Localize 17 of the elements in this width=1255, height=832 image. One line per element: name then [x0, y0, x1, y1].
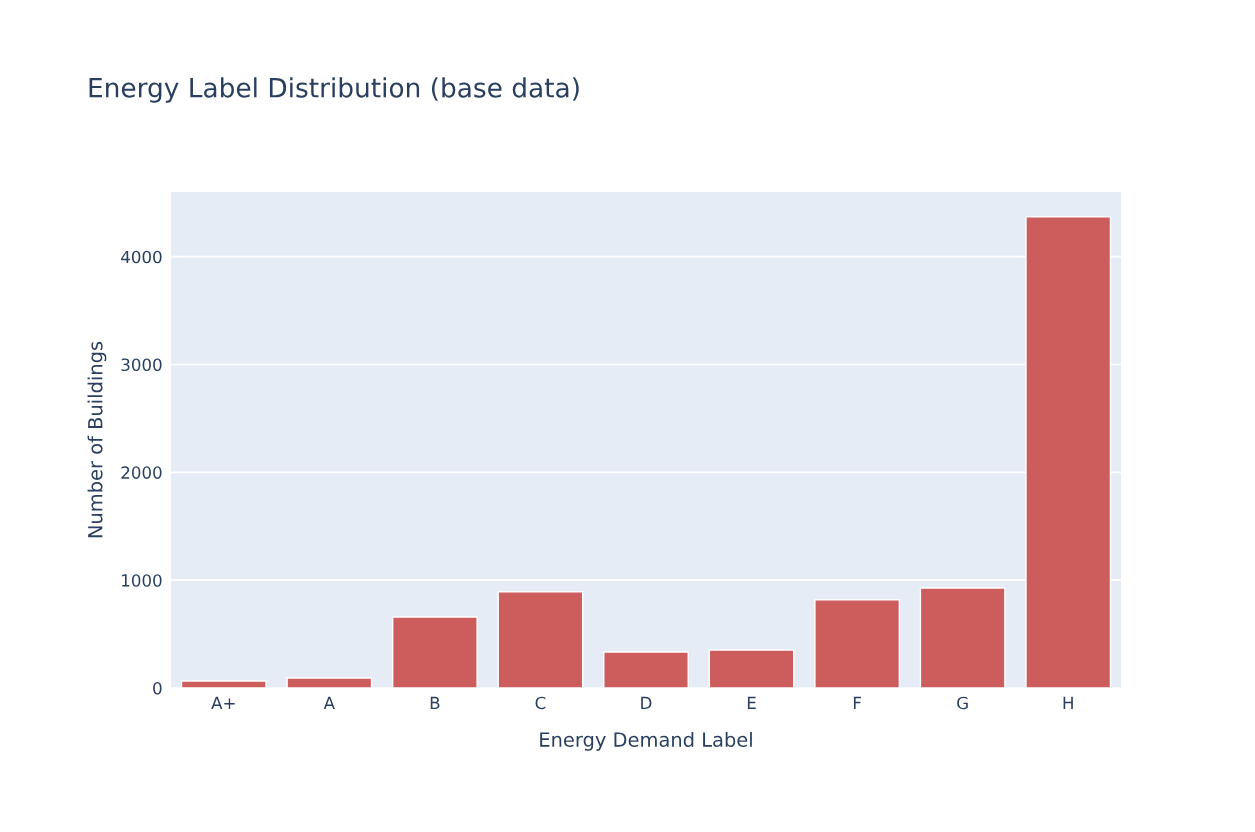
x-tick-label: B	[430, 696, 440, 709]
x-tick-label: E	[747, 696, 756, 709]
x-tick-label: C	[535, 696, 546, 710]
y-axis-title: Number of Buildings	[87, 341, 107, 538]
x-tick-label: D	[641, 696, 652, 709]
y-tick-label: 1000	[122, 574, 162, 587]
x-tick-label: F	[853, 696, 861, 709]
y-tick-label: 3000	[121, 358, 162, 372]
chart-title: Energy Label Distribution (base data)	[89, 77, 579, 103]
x-tick-label: G	[957, 696, 968, 710]
x-tick-label: H	[1063, 696, 1073, 709]
y-tick-label: 0	[153, 681, 162, 695]
x-axis-title: Energy Demand Label	[540, 731, 752, 751]
y-tick-label: 2000	[121, 466, 162, 479]
x-tick-label: A	[323, 696, 335, 709]
x-tick-label: A+	[211, 696, 235, 709]
y-tick-label: 4000	[121, 250, 162, 264]
